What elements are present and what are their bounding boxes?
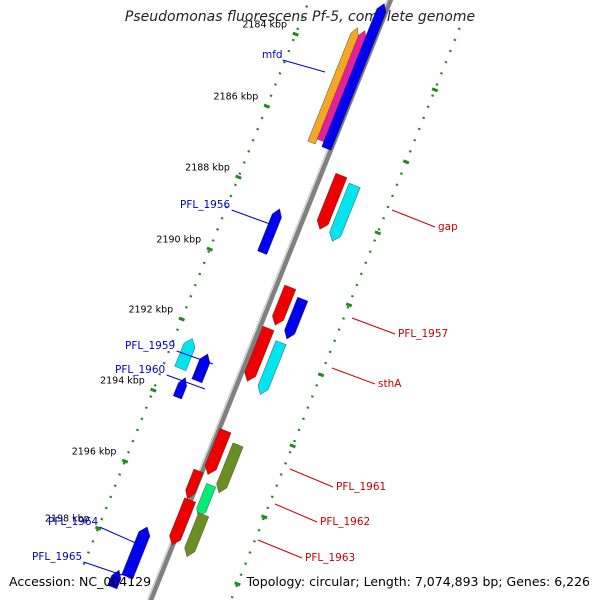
- leader-line: [351, 317, 396, 335]
- tick-mark-fwd-2194: [289, 443, 296, 449]
- tick-mark-2190: [206, 246, 214, 252]
- gene-PFL_1957b: [284, 296, 309, 340]
- tick-mark-fwd-2198: [234, 581, 241, 587]
- leader-line: [274, 503, 318, 523]
- leader-line: [257, 539, 303, 559]
- gene-PFL_1956: [257, 208, 282, 255]
- tick-mark-fwd-2192: [317, 372, 325, 378]
- leader-line: [289, 468, 334, 488]
- gene-label-PFL_1959: PFL_1959: [125, 340, 175, 352]
- tick-mark-2188: [235, 174, 242, 180]
- leader-line: [83, 561, 123, 576]
- gene-label-mfd: mfd: [262, 49, 283, 61]
- tick-mark-2198: [94, 525, 102, 531]
- tick-mark-2184: [292, 31, 299, 37]
- leader-line: [391, 209, 436, 228]
- leader-line: [282, 59, 326, 73]
- feature-orange: [307, 27, 359, 145]
- gene-label-PFL_1964: PFL_1964: [48, 516, 99, 528]
- tick-mark-fwd-2196: [260, 514, 268, 520]
- genome-summary: Topology: circular; Length: 7,074,893 bp…: [246, 574, 590, 589]
- tick-label: 2192 kbp: [128, 305, 173, 316]
- leader-line: [99, 526, 139, 545]
- gene-label-PFL_1965: PFL_1965: [32, 551, 82, 563]
- gene-label-sthA: sthA: [378, 378, 402, 390]
- gene-label-PFL_1962: PFL_1962: [320, 516, 370, 528]
- tick-label: 2186 kbp: [214, 92, 259, 103]
- gene-label-PFL_1961: PFL_1961: [336, 481, 386, 493]
- gene-PFL_1960b: [172, 377, 187, 400]
- gene-features: [107, 3, 387, 590]
- tick-mark-2194: [150, 387, 157, 393]
- tick-mark-2196: [121, 458, 129, 464]
- tick-label: 2190 kbp: [156, 235, 201, 246]
- tick-label: 2194 kbp: [100, 376, 145, 387]
- leader-line: [176, 350, 214, 365]
- gene-PFL_1963: [169, 497, 197, 546]
- gene-label-PFL_1957: PFL_1957: [398, 328, 448, 340]
- gene-PFL_1961b: [216, 442, 244, 494]
- gene-labels: mfd PFL_1956 PFL_1959 PFL_1960 PFL_1964 PFL_1…: [32, 49, 458, 576]
- gene-label-PFL_1956: PFL_1956: [180, 199, 231, 211]
- tick-marks: 2184 kbp 2186 kbp 2188 kbp 2190 kbp 2192 kbp…: [45, 20, 439, 587]
- gene-label-PFL_1960: PFL_1960: [115, 364, 165, 376]
- gene-PFL_1964: [121, 526, 151, 580]
- gene-PFL_1962b: [196, 483, 217, 518]
- tick-label: 2188 kbp: [185, 163, 230, 174]
- gene-sthA: [244, 325, 275, 382]
- tick-mark-fwd-2188: [374, 230, 382, 236]
- leader-line: [331, 367, 376, 385]
- tick-label: 2196 kbp: [72, 447, 117, 458]
- gene-sthA-cyan: [257, 340, 287, 395]
- gene-PFL_1960: [191, 353, 211, 384]
- gene-PFL_1965: [107, 569, 122, 590]
- tick-mark-fwd-2190: [345, 302, 353, 308]
- gene-gap-cyan: [329, 182, 361, 242]
- leader-line: [166, 374, 206, 390]
- gene-PFL_1961: [204, 428, 232, 475]
- accession-label: Accession: NC_004129: [9, 574, 152, 589]
- tick-mark-fwd-2184: [431, 87, 439, 93]
- gene-PFL_1962: [185, 468, 204, 500]
- gene-mfd: [321, 3, 387, 151]
- gene-PFL_1957: [272, 284, 297, 326]
- gene-label-PFL_1963: PFL_1963: [305, 552, 355, 564]
- gene-label-gap: gap: [438, 221, 458, 233]
- gene-gap: [316, 172, 348, 230]
- tick-mark-2192: [178, 316, 186, 322]
- tick-mark-fwd-2186: [402, 159, 410, 165]
- gene-PFL_1963b: [184, 512, 210, 557]
- leader-line: [231, 209, 271, 225]
- gene-PFL_1959: [174, 338, 196, 371]
- tick-mark-2186: [263, 103, 271, 109]
- tick-label: 2184 kbp: [242, 20, 287, 31]
- tick-label: 2198 kbp: [45, 514, 90, 525]
